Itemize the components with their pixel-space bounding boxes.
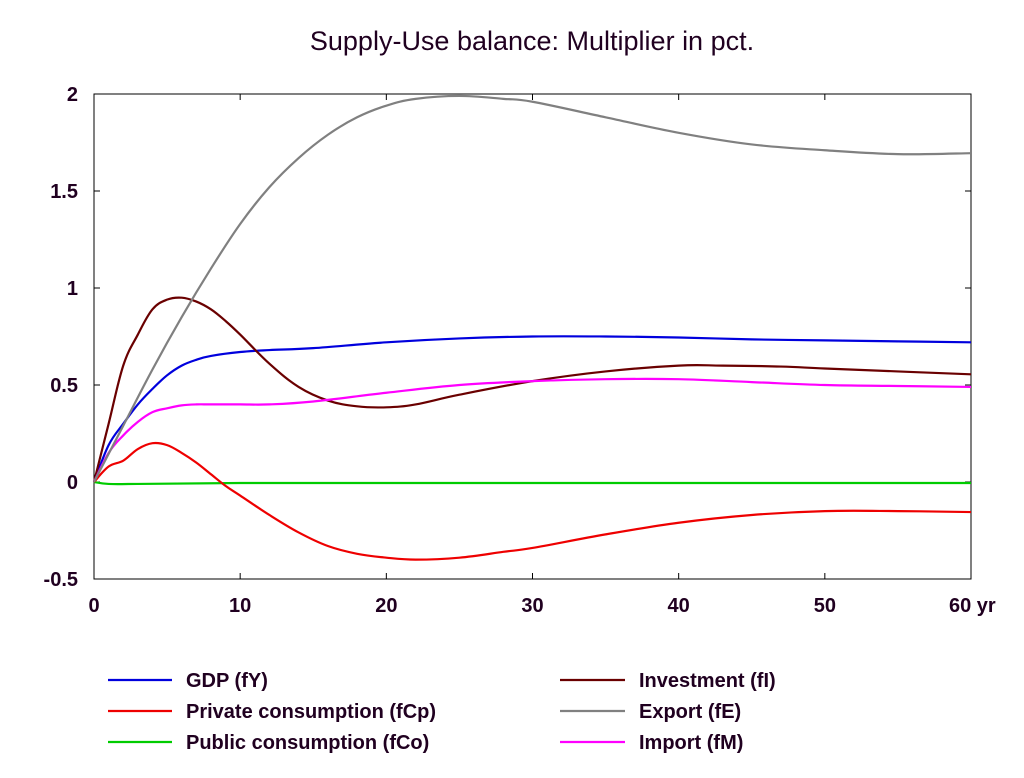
x-tick-label: 20 [375, 595, 397, 617]
x-tick-label: 30 [521, 595, 543, 617]
legend-label-import-fm: Import (fM) [639, 732, 743, 754]
series-lines [92, 94, 972, 561]
plot-frame [93, 93, 972, 580]
x-axis-ticks: 0 10 20 30 40 50 60 yr [88, 94, 996, 617]
x-tick-label: 40 [668, 595, 690, 617]
series-line-investment-fi [92, 296, 972, 483]
series-line-import-fm [93, 377, 972, 483]
x-tick-label: 10 [229, 595, 251, 617]
x-tick-label: 50 [814, 595, 836, 617]
y-tick-label: 0 [67, 472, 78, 494]
x-tick-label: 0 [88, 595, 99, 617]
legend-label-gdp-fy: GDP (fY) [186, 670, 268, 692]
chart-title: Supply-Use balance: Multiplier in pct. [310, 26, 754, 56]
y-tick-label: 1 [67, 278, 78, 300]
x-tick-label: 60 yr [949, 595, 996, 617]
legend-label-private-consumption-fcp: Private consumption (fCp) [186, 701, 436, 723]
legend-label-export-fe: Export (fE) [639, 701, 741, 723]
legend: GDP (fY) Private consumption (fCp) Public … [108, 670, 776, 754]
y-tick-label: 1.5 [50, 181, 78, 203]
series-line-private-consumption-fcp [93, 441, 972, 561]
series-line-export-fe [93, 94, 972, 483]
series-line-gdp-fy [92, 335, 972, 483]
legend-label-investment-fi: Investment (fI) [639, 670, 776, 692]
legend-label-public-consumption-fco: Public consumption (fCo) [186, 732, 429, 754]
y-tick-label: 0.5 [50, 375, 78, 397]
y-tick-label: 2 [67, 84, 78, 106]
y-tick-label: -0.5 [44, 569, 78, 591]
series-line-public-consumption-fco [93, 480, 971, 486]
